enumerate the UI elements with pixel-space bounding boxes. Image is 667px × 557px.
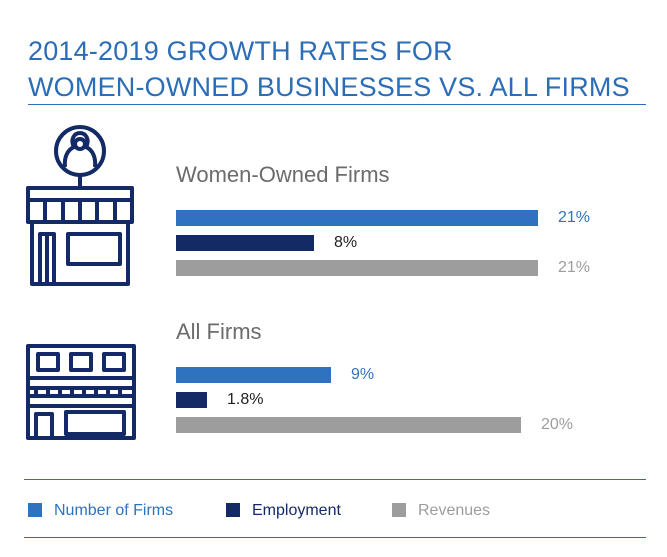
title-divider [28,104,646,105]
value-label-all-firms-number-of-firms: 9% [351,366,375,383]
value-label-women-owned-number-of-firms: 21% [558,209,591,226]
chart-title-line-1: 2014-2019 GROWTH RATES FOR [28,36,453,66]
bar-women-owned-revenues [176,260,538,276]
legend-top-divider [24,479,646,480]
bar-all-firms-number-of-firms [176,367,331,383]
value-label-women-owned-revenues: 21% [558,259,591,276]
chart-title-line-2: WOMEN-OWNED BUSINESSES VS. ALL FIRMS [28,72,630,102]
value-label-all-firms-revenues: 20% [541,416,574,433]
legend-label-number-of-firms: Number of Firms [54,502,174,519]
building-storefront-icon [26,344,136,440]
legend-swatch-revenues [392,503,406,517]
bar-women-owned-employment [176,235,314,251]
legend-label-revenues: Revenues [418,502,491,519]
bar-all-firms-revenues [176,417,521,433]
legend-swatch-employment [226,503,240,517]
bar-women-owned-number-of-firms [176,210,538,226]
legend-bottom-divider [24,537,646,538]
legend-swatch-number-of-firms [28,503,42,517]
group-title-women-owned: Women-Owned Firms [176,162,390,187]
value-label-women-owned-employment: 8% [334,234,358,251]
bar-all-firms-employment [176,392,207,408]
storefront-with-woman-avatar-icon [26,125,134,286]
chart-title: 2014-2019 GROWTH RATES FOR WOMEN-OWNED B… [28,33,648,105]
legend-label-employment: Employment [252,502,341,519]
value-label-all-firms-employment: 1.8% [227,391,264,408]
group-title-all-firms: All Firms [176,319,262,344]
